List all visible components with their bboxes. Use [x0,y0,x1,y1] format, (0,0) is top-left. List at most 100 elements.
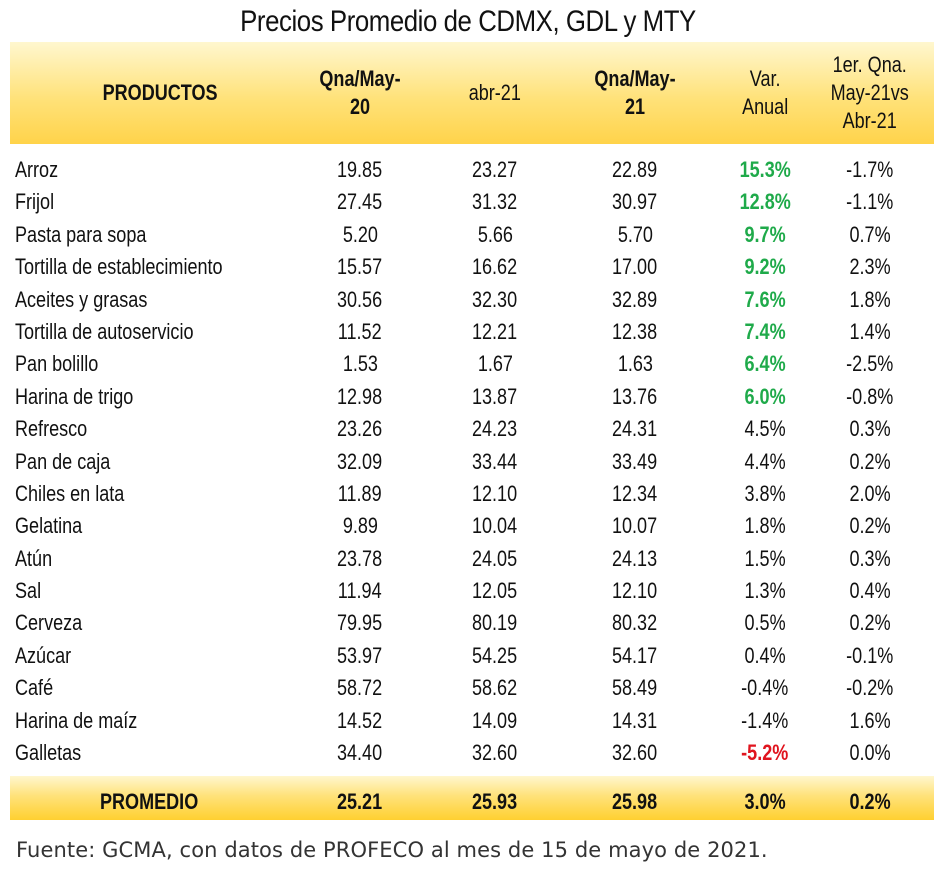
quincena-var: -0.2% [846,675,894,701]
product-name: Pasta para sopa [15,221,147,247]
price-qna-may-21: 33.49 [612,448,658,474]
price-qna-may-21: 12.34 [612,480,658,506]
price-abr-21: 1.67 [477,351,513,377]
price-qna-may-21: 24.31 [612,416,658,442]
price-abr-21: 24.23 [472,416,518,442]
var-anual: -0.4% [741,675,789,701]
table-row: Harina de maíz 14.52 14.09 14.31 -1.4% 1.6% [10,705,934,737]
price-qna-may-20: 15.57 [337,254,383,280]
total-qna-may-21: 25.98 [612,789,658,814]
product-name: Sal [15,578,42,604]
price-qna-may-20: 30.56 [337,286,383,312]
price-abr-21: 14.09 [472,707,518,733]
table-row: Cerveza 79.95 80.19 80.32 0.5% 0.2% [10,607,934,639]
quincena-var: 0.7% [849,221,891,247]
price-qna-may-20: 9.89 [342,513,378,539]
price-qna-may-20: 1.53 [342,351,378,377]
header-productos: PRODUCTOS [102,80,218,105]
quincena-var: -2.5% [846,351,894,377]
price-qna-may-21: 17.00 [612,254,658,280]
quincena-var: 0.2% [849,448,891,474]
quincena-var: 0.3% [849,545,891,571]
total-var-anual: 3.0% [744,789,786,814]
header-qna-may-20: Qna/May-20 [319,66,401,119]
table-row: Pasta para sopa 5.20 5.66 5.70 9.7% 0.7% [10,219,934,251]
quincena-var: 1.6% [849,707,891,733]
var-anual: 12.8% [739,189,791,215]
price-qna-may-20: 79.95 [337,610,383,636]
product-name: Cerveza [15,610,83,636]
price-abr-21: 54.25 [472,642,518,668]
var-anual: -5.2% [741,740,789,766]
product-name: Frijol [15,189,55,215]
price-qna-may-20: 32.09 [337,448,383,474]
price-abr-21: 32.60 [472,740,518,766]
price-qna-may-20: 11.89 [338,480,382,506]
price-abr-21: 10.04 [472,513,518,539]
total-quincena-var: 0.2% [849,789,891,814]
price-qna-may-21: 5.70 [617,221,653,247]
var-anual: 1.5% [744,545,786,571]
price-abr-21: 80.19 [472,610,518,636]
product-name: Pan bolillo [15,351,99,377]
product-name: Harina de trigo [15,383,134,409]
var-anual: 9.7% [744,221,786,247]
table-row: Atún 23.78 24.05 24.13 1.5% 0.3% [10,543,934,575]
var-anual: 7.4% [744,318,786,344]
price-qna-may-20: 11.94 [338,578,382,604]
table-header: PRODUCTOS Qna/May-20 abr-21 Qna/May-21 V… [10,42,934,144]
header-var-anual: Var. Anual [741,66,789,119]
price-abr-21: 13.87 [472,383,518,409]
price-qna-may-20: 27.45 [337,189,383,215]
price-qna-may-21: 32.89 [612,286,658,312]
quincena-var: 2.3% [849,254,891,280]
price-abr-21: 31.32 [472,189,518,215]
header-qna-may-21: Qna/May-21 [594,66,676,119]
var-anual: 1.8% [744,513,786,539]
price-abr-21: 12.21 [472,318,518,344]
price-abr-21: 16.62 [472,254,518,280]
total-qna-may-20: 25.21 [337,789,383,814]
var-anual: -1.4% [741,707,789,733]
quincena-var: 2.0% [849,480,891,506]
quincena-var: 0.2% [849,513,891,539]
var-anual: 6.4% [744,351,786,377]
product-name: Tortilla de establecimiento [15,254,223,280]
table-row: Frijol 27.45 31.32 30.97 12.8% -1.1% [10,186,934,218]
var-anual: 7.6% [744,286,786,312]
price-qna-may-20: 12.98 [337,383,383,409]
var-anual: 3.8% [744,480,786,506]
table-row: Gelatina 9.89 10.04 10.07 1.8% 0.2% [10,510,934,542]
product-name: Arroz [15,157,59,182]
price-qna-may-21: 24.13 [612,545,658,571]
price-abr-21: 24.05 [472,545,518,571]
header-quincena-var: 1er. Qna. May-21vs Abr-21 [830,52,910,133]
quincena-var: 0.4% [849,578,891,604]
table-row: Galletas 34.40 32.60 32.60 -5.2% 0.0% [10,737,934,769]
table-row: Café 58.72 58.62 58.49 -0.4% -0.2% [10,672,934,704]
product-name: Pan de caja [15,448,111,474]
price-qna-may-21: 22.89 [612,157,658,182]
table-row: Tortilla de establecimiento 15.57 16.62 17.… [10,251,934,283]
product-name: Atún [15,545,53,571]
quincena-var: 0.2% [849,610,891,636]
product-name: Chiles en lata [15,480,125,506]
var-anual: 0.4% [744,642,786,668]
var-anual: 4.4% [744,448,786,474]
table-title: Precios Promedio de CDMX, GDL y MTY [240,5,696,38]
table-row: Chiles en lata 11.89 12.10 12.34 3.8% 2.0% [10,478,934,510]
var-anual: 9.2% [744,254,786,280]
price-qna-may-20: 11.52 [338,318,382,344]
source-note: Fuente: GCMA, con datos de PROFECO al me… [16,838,768,862]
table-row: Harina de trigo 12.98 13.87 13.76 6.0% -0.8% [10,381,934,413]
table-row: Azúcar 53.97 54.25 54.17 0.4% -0.1% [10,640,934,672]
product-name: Gelatina [15,513,83,539]
table-row: Aceites y grasas 30.56 32.30 32.89 7.6% 1.8% [10,284,934,316]
table-row: Pan de caja 32.09 33.44 33.49 4.4% 0.2% [10,446,934,478]
price-qna-may-20: 23.26 [337,416,383,442]
quincena-var: -0.1% [846,642,894,668]
total-abr-21: 25.93 [472,789,518,814]
price-qna-may-21: 58.49 [612,675,658,701]
price-qna-may-21: 54.17 [612,642,658,668]
price-qna-may-21: 12.10 [612,578,658,604]
